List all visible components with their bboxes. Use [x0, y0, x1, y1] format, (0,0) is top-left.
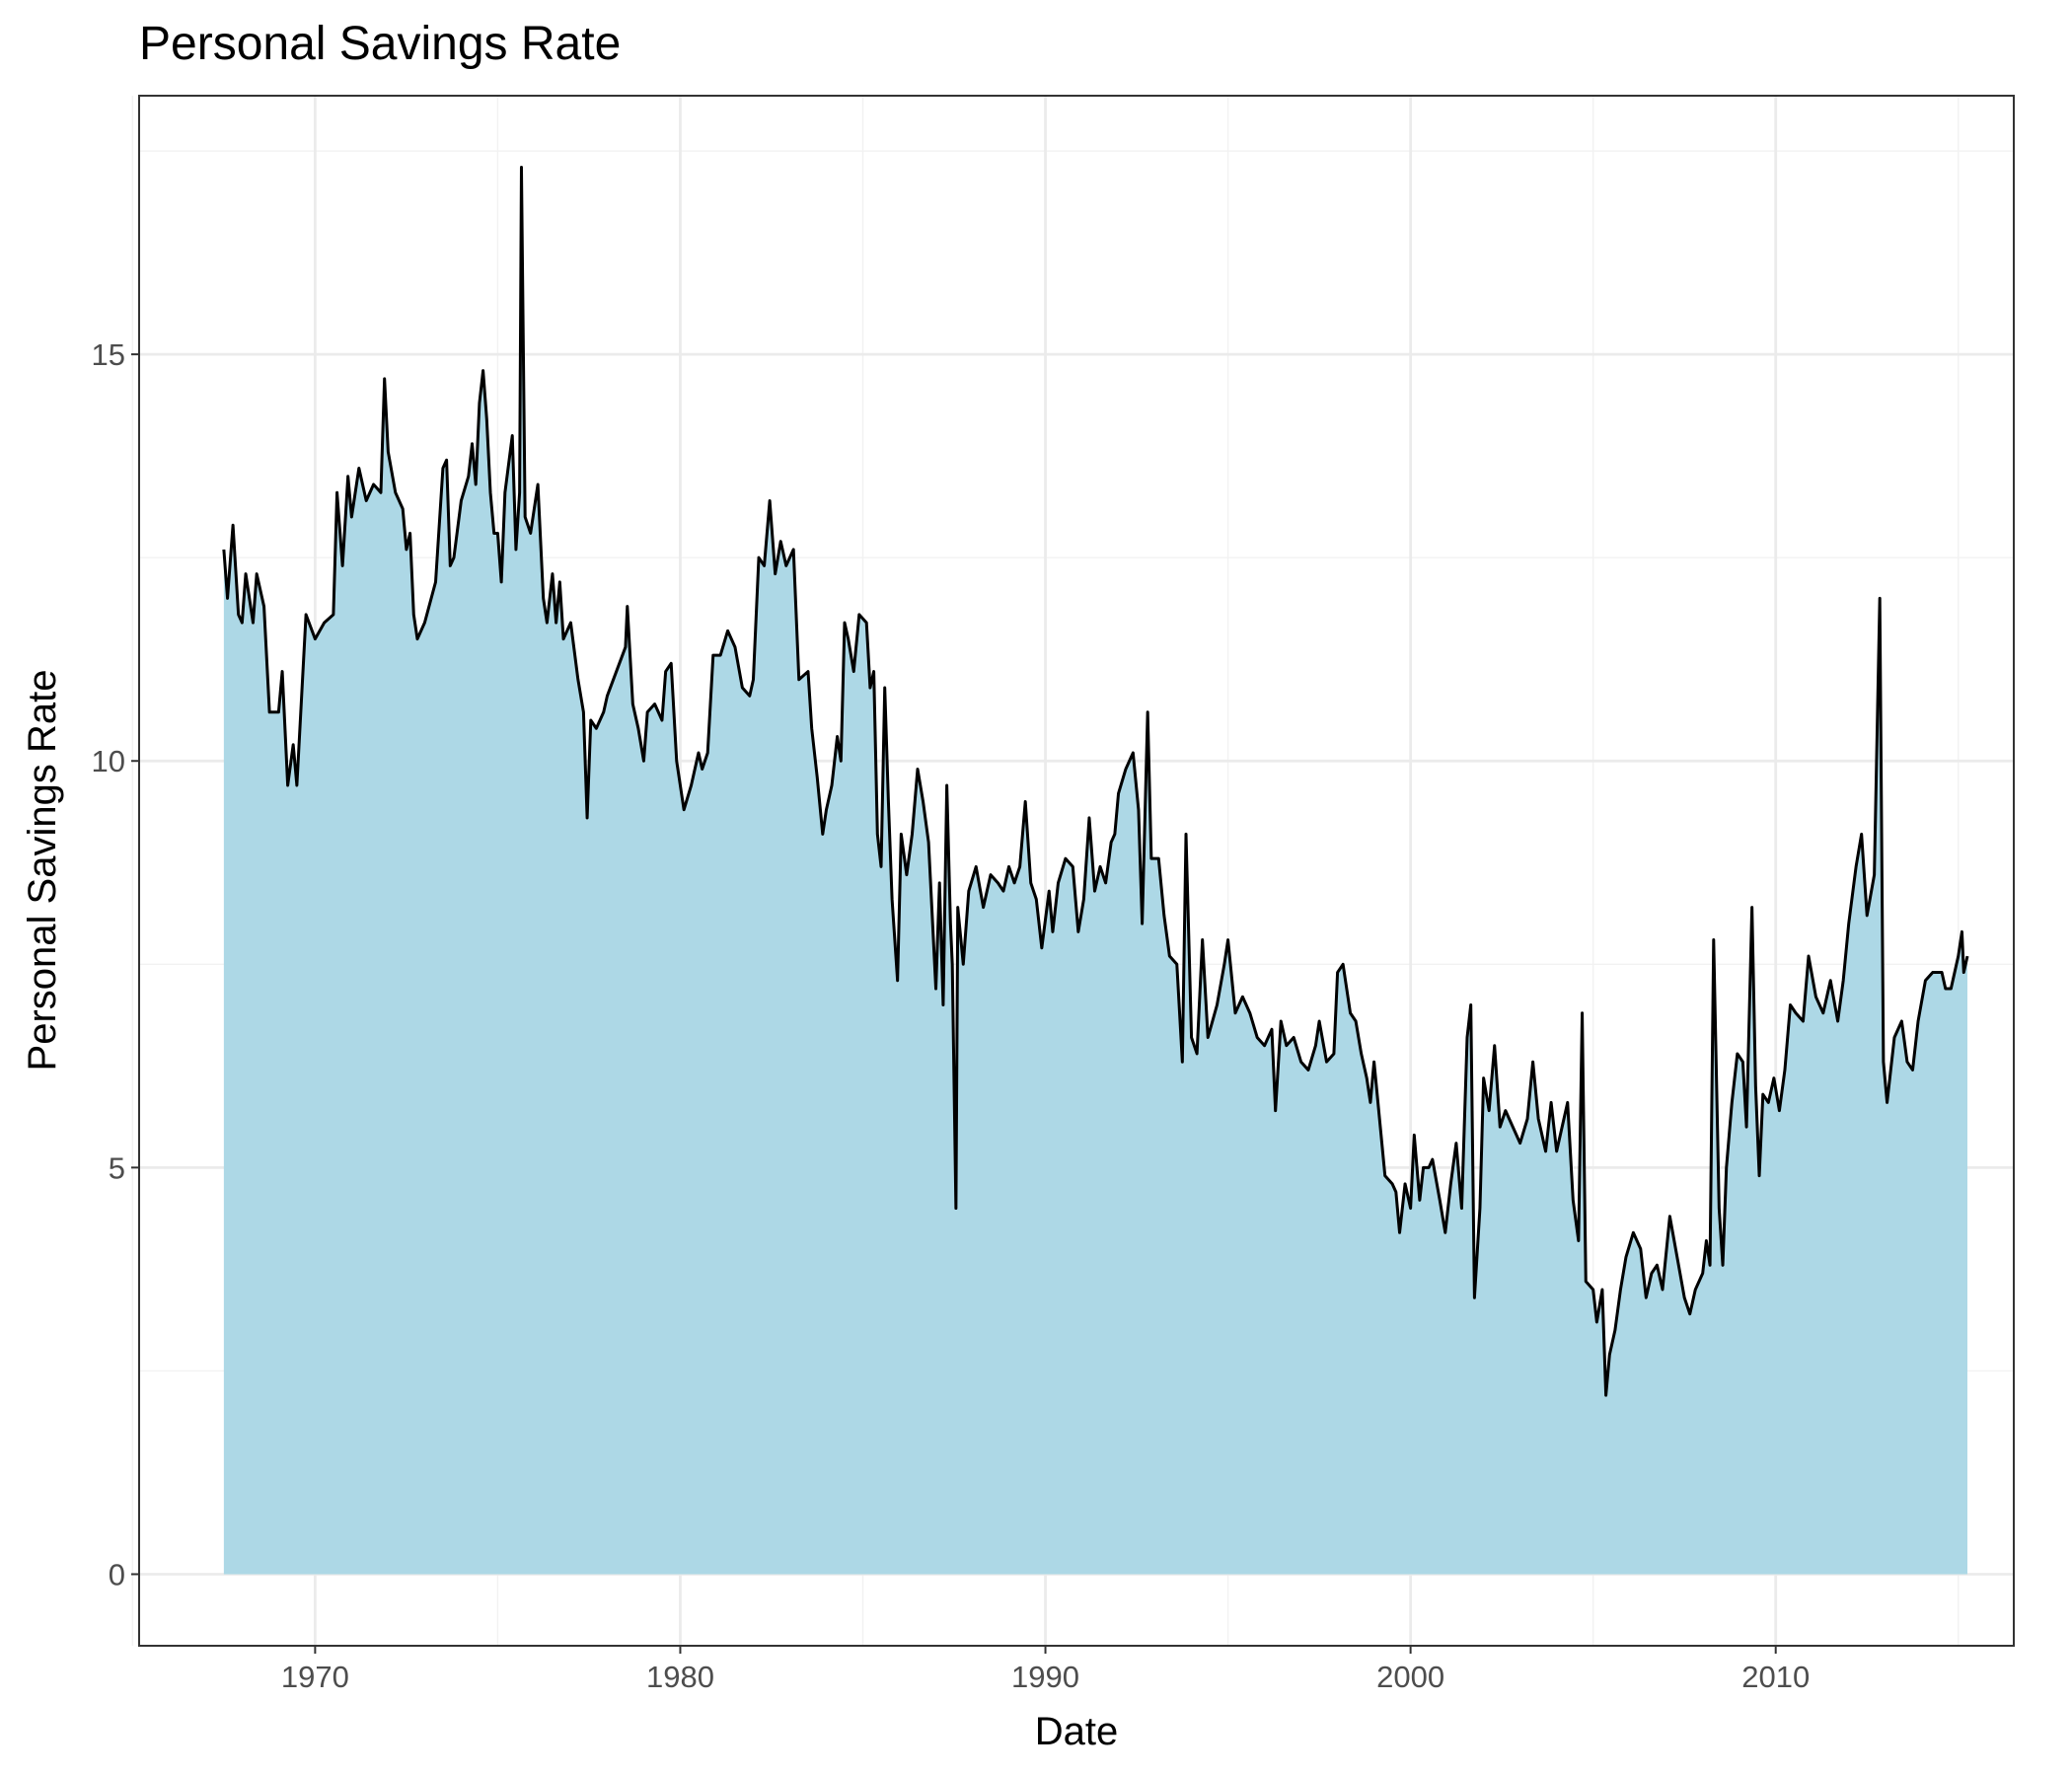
- y-tick-label: 15: [92, 337, 125, 372]
- x-axis-title: Date: [1035, 1710, 1119, 1753]
- y-tick-label: 10: [92, 744, 125, 778]
- x-tick-label: 2010: [1741, 1660, 1810, 1694]
- chart-title: Personal Savings Rate: [139, 18, 621, 70]
- area: [223, 167, 1967, 1575]
- panel-border: [138, 95, 2015, 1647]
- x-tick-label: 2000: [1376, 1660, 1444, 1694]
- y-tick-label: 0: [109, 1557, 125, 1591]
- line: [222, 166, 1969, 1397]
- x-tick-label: 1970: [281, 1660, 349, 1694]
- x-tick-label: 1990: [1011, 1660, 1079, 1694]
- y-axis-title: Personal Savings Rate: [21, 670, 64, 1072]
- x-tick-label: 1980: [646, 1660, 714, 1694]
- y-tick-label: 5: [109, 1150, 125, 1185]
